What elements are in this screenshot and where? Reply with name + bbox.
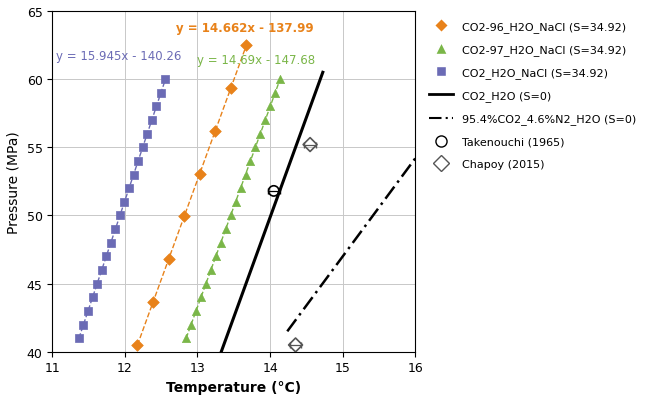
Point	[269, 188, 279, 194]
Legend: CO2-96_H2O_NaCl (S=34.92), CO2-97_H2O_NaCl (S=34.92), CO2_H2O_NaCl (S=34.92), CO: CO2-96_H2O_NaCl (S=34.92), CO2-97_H2O_Na…	[425, 18, 641, 174]
Point	[194, 171, 205, 177]
Point	[235, 186, 246, 192]
Point	[275, 77, 285, 83]
Point	[210, 253, 221, 260]
Point	[74, 335, 84, 342]
Point	[147, 299, 158, 306]
Point	[210, 128, 220, 135]
Point	[151, 104, 161, 110]
Point	[132, 342, 143, 348]
Point	[191, 308, 202, 314]
Point	[255, 131, 266, 138]
Point	[305, 142, 316, 148]
Point	[181, 335, 192, 342]
Point	[250, 145, 261, 151]
Point	[225, 213, 236, 219]
Text: y = 14.662x - 137.99: y = 14.662x - 137.99	[176, 22, 314, 35]
Point	[155, 90, 166, 97]
Point	[87, 294, 98, 301]
Point	[92, 281, 103, 287]
Point	[216, 240, 226, 246]
Point	[128, 172, 139, 178]
Point	[196, 294, 206, 301]
Y-axis label: Pressure (MPa): Pressure (MPa)	[7, 131, 21, 233]
Point	[115, 213, 125, 219]
Point	[160, 77, 171, 83]
Point	[230, 199, 241, 206]
Point	[124, 186, 135, 192]
Point	[241, 43, 252, 49]
Point	[226, 85, 237, 92]
Point	[101, 253, 112, 260]
Text: y = 14.69x - 147.68: y = 14.69x - 147.68	[198, 54, 316, 67]
Point	[200, 281, 211, 287]
Point	[265, 104, 275, 110]
Point	[260, 117, 271, 124]
Point	[137, 145, 148, 151]
Point	[82, 308, 93, 314]
Text: y = 15.945x - 140.26: y = 15.945x - 140.26	[56, 50, 181, 63]
Point	[245, 158, 256, 165]
Point	[206, 267, 216, 273]
Point	[110, 226, 121, 233]
Point	[147, 117, 157, 124]
Point	[186, 322, 196, 328]
Point	[96, 267, 107, 273]
Point	[78, 322, 89, 328]
Point	[119, 199, 130, 206]
Point	[290, 342, 301, 348]
Point	[220, 226, 231, 233]
Point	[270, 90, 281, 97]
X-axis label: Temperature (°C): Temperature (°C)	[166, 380, 302, 394]
Point	[240, 172, 251, 178]
Point	[163, 256, 174, 263]
Point	[179, 214, 190, 220]
Point	[133, 158, 143, 165]
Point	[142, 131, 153, 138]
Point	[105, 240, 116, 246]
